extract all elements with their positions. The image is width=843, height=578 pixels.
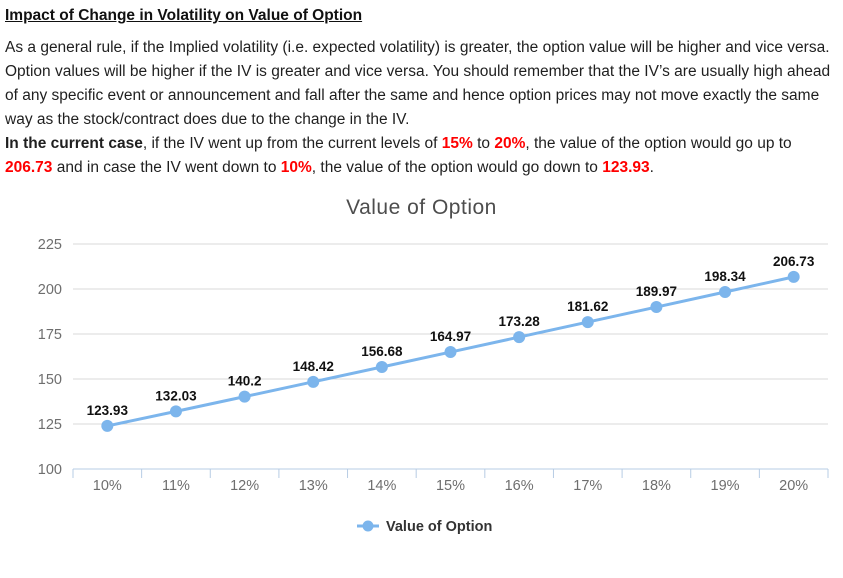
x-axis-label: 19% xyxy=(711,478,740,494)
data-point xyxy=(719,285,732,298)
text-segment: to xyxy=(472,135,495,152)
data-label: 206.73 xyxy=(773,254,815,269)
x-axis-label: 11% xyxy=(162,478,190,494)
y-axis-label: 150 xyxy=(38,372,62,388)
data-label: 148.42 xyxy=(293,359,334,374)
chart-canvas: 100 125 150 175 200 225 10% 11% 12% 13% 14% 15% 16% 1… xyxy=(38,237,829,535)
data-point xyxy=(650,301,663,314)
data-label: 156.68 xyxy=(361,344,403,359)
text-segment: and in case the IV went down to xyxy=(52,159,281,176)
body-text: As a general rule, if the Implied volati… xyxy=(5,36,838,180)
paragraph: As a general rule, if the Implied volati… xyxy=(5,36,838,60)
text-segment: , the value of the option would go up to xyxy=(525,135,792,152)
chart-value-of-option: Value of Option 100 125 150 175 200 225 10% 11%… xyxy=(5,194,838,549)
legend-marker-icon xyxy=(362,520,374,532)
data-label: 173.28 xyxy=(498,314,540,329)
highlight-value: 20% xyxy=(494,135,526,152)
x-axis-label: 20% xyxy=(779,478,808,494)
data-point xyxy=(581,316,594,329)
x-axis-label: 16% xyxy=(505,478,534,494)
x-axis-label: 12% xyxy=(230,478,259,494)
data-label: 198.34 xyxy=(704,269,746,284)
data-point xyxy=(787,270,800,283)
data-label: 164.97 xyxy=(430,329,471,344)
y-axis-label: 125 xyxy=(38,417,62,433)
data-point xyxy=(375,360,388,373)
x-axis-label: 15% xyxy=(436,478,465,494)
paragraph: Option values will be higher if the IV i… xyxy=(5,60,838,132)
data-point xyxy=(169,405,182,418)
legend: Value of Option xyxy=(357,519,492,535)
highlight-value: 10% xyxy=(280,159,312,176)
chart-title: Value of Option xyxy=(346,196,497,219)
x-axis-label: 10% xyxy=(93,478,122,494)
data-label: 189.97 xyxy=(636,284,677,299)
data-point xyxy=(238,390,251,403)
text-segment: In the current case xyxy=(5,135,143,152)
text-segment: . xyxy=(649,159,654,176)
x-axis-label: 13% xyxy=(299,478,328,494)
data-label: 140.2 xyxy=(228,374,262,389)
highlight-value: 206.73 xyxy=(5,159,53,176)
x-axis-label: 18% xyxy=(642,478,671,494)
text-segment: , if the IV went up from the current lev… xyxy=(142,135,442,152)
data-label: 132.03 xyxy=(155,388,197,403)
x-axis-label: 14% xyxy=(367,478,396,494)
x-axis-label: 17% xyxy=(573,478,602,494)
data-point xyxy=(513,331,526,344)
document: Impact of Change in Volatility on Value … xyxy=(5,7,838,549)
text-segment: As a general rule, if the Implied volati… xyxy=(5,39,830,56)
y-axis-label: 200 xyxy=(38,282,62,298)
y-axis-label: 100 xyxy=(38,462,62,478)
page-title: Impact of Change in Volatility on Value … xyxy=(5,7,363,24)
legend-label: Value of Option xyxy=(386,519,492,535)
paragraph: In the current case, if the IV went up f… xyxy=(5,132,838,180)
text-segment: Option values will be higher if the IV i… xyxy=(5,63,831,128)
highlight-value: 15% xyxy=(441,135,473,152)
highlight-value: 123.93 xyxy=(602,159,650,176)
y-axis-label: 175 xyxy=(38,327,62,343)
data-label: 181.62 xyxy=(567,299,608,314)
data-point xyxy=(101,419,114,432)
data-label: 123.93 xyxy=(87,403,129,418)
text-segment: , the value of the option would go down … xyxy=(311,159,603,176)
data-point xyxy=(307,375,320,388)
y-axis-label: 225 xyxy=(38,237,62,253)
data-point xyxy=(444,346,457,359)
